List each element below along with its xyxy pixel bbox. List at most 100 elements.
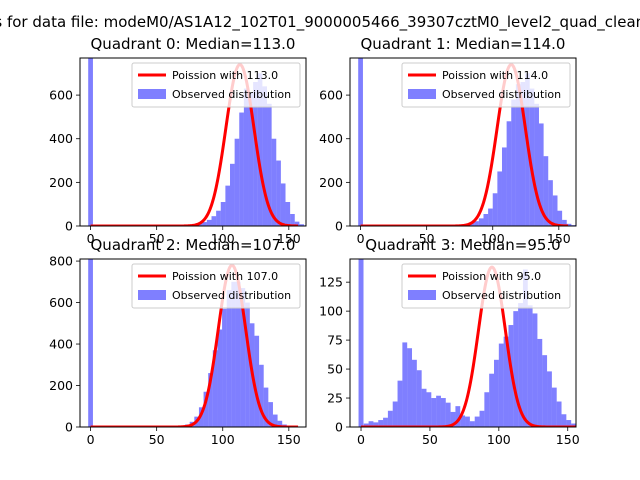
panel-title: Quadrant 0: Median=113.0 <box>91 35 296 53</box>
x-tick-label: 150 <box>556 432 580 447</box>
poisson-curve <box>89 63 299 226</box>
x-tick-label: 50 <box>422 432 438 447</box>
hist-zero-bar <box>358 58 363 226</box>
hist-zero-bar <box>88 58 93 226</box>
y-tick-label: 400 <box>319 131 343 146</box>
hist-bar <box>392 401 398 427</box>
hist-bar <box>211 216 217 226</box>
hist-bar <box>527 305 533 427</box>
hist-bar <box>230 163 235 226</box>
hist-bar <box>548 180 553 226</box>
hist-bar <box>421 388 427 427</box>
hist-bar <box>267 103 272 226</box>
hist-bar <box>450 411 456 427</box>
legend-label-observed: Observed distribution <box>442 289 561 302</box>
legend: Poission with 114.0 Observed distribution <box>401 62 571 108</box>
legend-label-poisson: Poission with 113.0 <box>172 69 278 82</box>
hist-bar <box>263 387 269 427</box>
panel-title: Quadrant 2: Median=107.0 <box>91 236 296 254</box>
plot-area <box>88 259 299 427</box>
hist-bar <box>217 329 223 427</box>
x-tick-label: 0 <box>357 432 365 447</box>
hist-bar <box>532 313 538 427</box>
hist-bar <box>479 410 485 427</box>
panel-quadrant-0: 0 50 100 150 0 200 400 600 Quadrant 0: Median=11… <box>49 35 307 246</box>
hist-bar <box>268 402 273 427</box>
hist-bar <box>272 414 278 427</box>
hist-bar <box>290 214 295 226</box>
legend-label-observed: Observed distribution <box>172 289 291 302</box>
legend-hist-swatch <box>408 89 436 99</box>
hist-bar <box>387 410 393 427</box>
hist-bar <box>474 221 479 226</box>
legend-hist-swatch <box>138 290 166 300</box>
hist-bar <box>511 99 516 226</box>
hist-bar <box>488 208 493 226</box>
legend-label-poisson: Poission with 114.0 <box>442 69 548 82</box>
legend-box <box>401 263 571 309</box>
hist-bar <box>520 82 526 226</box>
panel-quadrant-2: 0 50 100 150 0 200 400 600 800 Quadrant 2: Median… <box>49 236 307 447</box>
hist-bar <box>416 370 422 427</box>
x-tick-label: 150 <box>277 231 301 246</box>
hist-bar <box>566 223 572 226</box>
hist-bar <box>483 214 489 226</box>
hist-bar <box>484 392 490 427</box>
hist-bar <box>226 290 232 427</box>
hist-bar <box>239 112 244 226</box>
plot-area <box>88 58 306 226</box>
panel-title: Quadrant 1: Median=114.0 <box>361 35 566 53</box>
hist-bar <box>373 422 379 427</box>
hist-bar <box>562 219 567 226</box>
x-tick-label: 50 <box>419 231 435 246</box>
hist-bar <box>259 364 264 427</box>
legend: Poission with 95.0 Observed distribution <box>401 263 571 309</box>
hist-bar <box>222 308 227 427</box>
hist-bar <box>498 343 504 427</box>
hist-bar <box>253 82 258 226</box>
hist-bar <box>469 421 475 427</box>
y-tick-label: 400 <box>49 131 73 146</box>
poisson-curve <box>89 263 299 427</box>
y-tick-label: 25 <box>327 391 343 406</box>
x-tick-label: 0 <box>87 231 95 246</box>
x-tick-label: 0 <box>87 432 95 447</box>
hist-zero-bar <box>88 259 93 427</box>
hist-bar <box>368 421 374 427</box>
hist-bar <box>518 303 523 427</box>
panel-quadrant-1: 0 50 100 150 0 200 400 600 Quadrant 1: Median=11… <box>319 35 577 246</box>
hist-bar <box>513 311 519 427</box>
hist-bar <box>254 335 260 427</box>
hist-bar <box>402 342 408 427</box>
hist-bar <box>556 401 562 427</box>
hist-bar <box>557 210 563 226</box>
hist-bar <box>543 156 549 226</box>
hist-bar <box>489 373 495 427</box>
hist-bar <box>494 359 499 427</box>
hist-bar <box>561 414 567 427</box>
y-tick-label: 200 <box>49 378 73 393</box>
hist-bar <box>220 202 226 226</box>
hist-bar <box>506 121 512 226</box>
hist-bar <box>235 281 241 427</box>
x-tick-label: 0 <box>357 231 365 246</box>
hist-bar <box>542 355 548 427</box>
hist-bar <box>478 218 484 226</box>
hist-bar <box>225 185 231 226</box>
hist-bar <box>276 160 281 226</box>
hist-bar <box>497 171 502 226</box>
hist-bar <box>397 380 403 427</box>
x-tick-label: 150 <box>547 231 571 246</box>
hist-bar <box>299 224 305 226</box>
hist-bar <box>501 147 507 226</box>
hist-bar <box>492 193 498 226</box>
legend-label-observed: Observed distribution <box>442 88 561 101</box>
y-tick-label: 100 <box>319 304 343 319</box>
hist-bar <box>551 387 557 427</box>
y-tick-label: 200 <box>49 175 73 190</box>
y-tick-label: 600 <box>49 88 73 103</box>
axes-frame <box>349 258 577 428</box>
y-tick-label: 400 <box>49 337 73 352</box>
panel-quadrant-3: 0 50 100 150 0 25 50 75 100 125 Quadrant 3: Median… <box>319 236 580 447</box>
